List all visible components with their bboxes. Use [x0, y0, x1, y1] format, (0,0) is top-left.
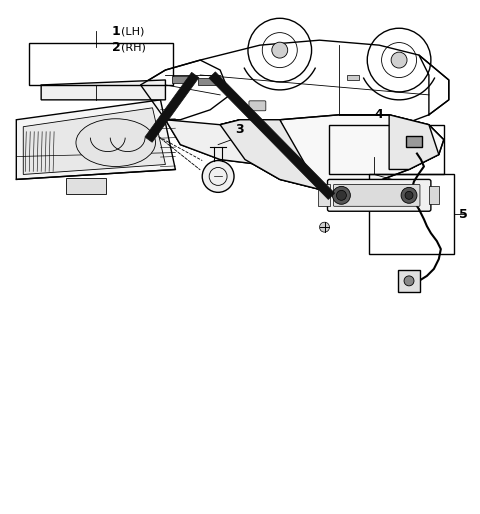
- Circle shape: [320, 222, 329, 232]
- FancyBboxPatch shape: [334, 185, 420, 206]
- Circle shape: [405, 191, 413, 199]
- Bar: [66, 178, 106, 194]
- Bar: [369, 174, 454, 254]
- Bar: [329, 125, 444, 174]
- Polygon shape: [166, 120, 300, 164]
- Text: 4: 4: [375, 108, 384, 121]
- FancyBboxPatch shape: [406, 136, 422, 147]
- Polygon shape: [145, 72, 199, 142]
- Polygon shape: [41, 80, 166, 100]
- Circle shape: [202, 160, 234, 192]
- Circle shape: [272, 42, 288, 58]
- Bar: [172, 76, 190, 83]
- Circle shape: [333, 187, 350, 204]
- Bar: [348, 75, 360, 80]
- Polygon shape: [220, 120, 320, 189]
- Bar: [318, 185, 330, 206]
- Circle shape: [401, 188, 417, 204]
- Polygon shape: [209, 72, 335, 199]
- Circle shape: [404, 276, 414, 286]
- FancyBboxPatch shape: [327, 179, 431, 211]
- Bar: [198, 78, 216, 85]
- FancyBboxPatch shape: [398, 270, 420, 292]
- Text: (RH): (RH): [120, 42, 145, 52]
- Circle shape: [336, 190, 347, 200]
- FancyBboxPatch shape: [249, 101, 266, 111]
- Bar: [429, 187, 439, 204]
- Circle shape: [391, 52, 407, 68]
- Text: (LH): (LH): [120, 26, 144, 36]
- Text: 1: 1: [112, 25, 120, 38]
- Text: 2: 2: [112, 41, 120, 53]
- Bar: [29, 43, 173, 85]
- Polygon shape: [389, 115, 439, 170]
- Text: 5: 5: [459, 208, 468, 221]
- Polygon shape: [16, 100, 175, 179]
- Ellipse shape: [76, 119, 156, 167]
- Polygon shape: [23, 108, 166, 174]
- Text: 3: 3: [236, 123, 244, 136]
- Polygon shape: [220, 115, 444, 189]
